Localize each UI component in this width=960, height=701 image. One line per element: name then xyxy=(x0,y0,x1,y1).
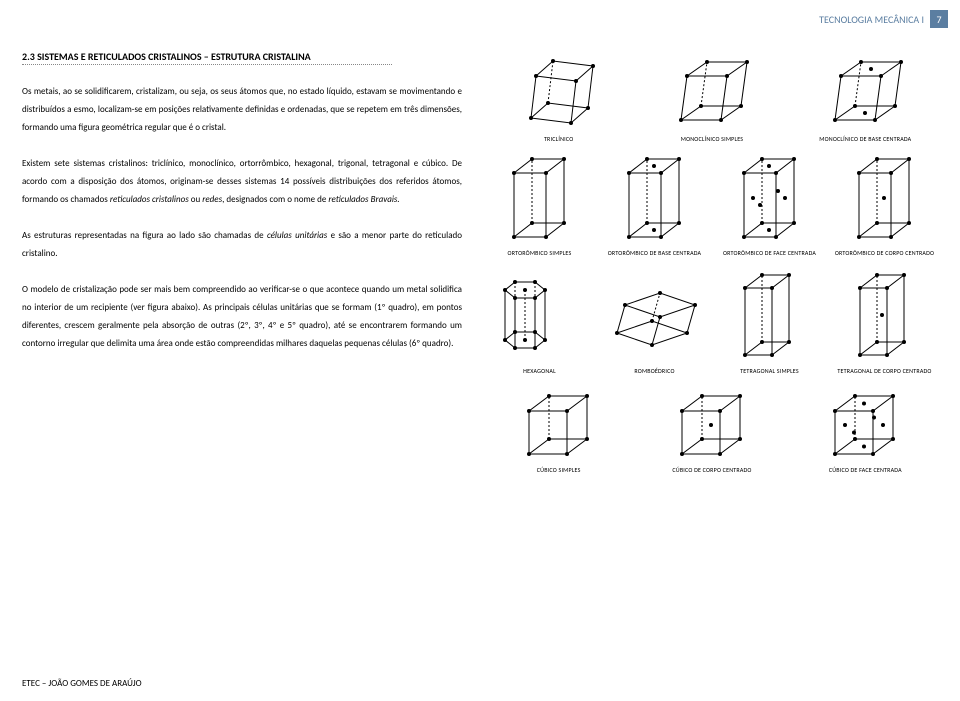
label-monoclinic-base: MONOCLÍNICO DE BASE CENTRADA xyxy=(819,136,911,143)
paragraph-4: O modelo de cristalização pode ser mais … xyxy=(22,281,462,353)
fig-cubic-simple: CÚBICO SIMPLES xyxy=(482,389,635,474)
p2-e: , designados com o nome de xyxy=(222,194,328,205)
label-ortho-face: ORTORÔMBICO DE FACE CENTRADA xyxy=(723,250,816,257)
p2-d: redes xyxy=(202,194,222,205)
paragraph-1: Os metais, ao se solidificarem, cristali… xyxy=(22,83,462,137)
label-ortho-simple: ORTORÔMBICO SIMPLES xyxy=(508,250,572,257)
header-title: TECNOLOGIA MECÂNICA I xyxy=(819,13,924,26)
label-ortho-base: ORTORÔMBICO DE BASE CENTRADA xyxy=(608,250,701,257)
p2-f: reticulados Bravais. xyxy=(328,194,399,205)
p3-a: As estruturas representadas na figura ao… xyxy=(22,230,267,241)
fig-ortho-body: ORTORÔMBICO DE CORPO CENTRADO xyxy=(827,157,942,257)
label-monoclinic-simple: MONOCLÍNICO SIMPLES xyxy=(681,136,744,143)
label-cubic-simple: CÚBICO SIMPLES xyxy=(537,467,581,474)
p2-b: reticulados cristalinos xyxy=(110,194,189,205)
label-rhombohedral: ROMBOÉDRICO xyxy=(634,368,674,375)
fig-triclinic: TRICLÍNICO xyxy=(482,58,635,143)
figure-row-2: ORTORÔMBICO SIMPLES ORTORÔMBICO DE BASE … xyxy=(482,157,942,257)
figure-row-3: HEXAGONAL ROMBOÉDRICO xyxy=(482,270,942,375)
p2-c: ou xyxy=(189,194,203,205)
paragraph-3: As estruturas representadas na figura ao… xyxy=(22,227,462,263)
fig-monoclinic-simple: MONOCLÍNICO SIMPLES xyxy=(635,58,788,143)
p4-text: O modelo de cristalização pode ser mais … xyxy=(22,284,462,349)
page-footer: ETEC – JOÃO GOMES DE ARAÚJO xyxy=(22,678,142,689)
fig-ortho-face: ORTORÔMBICO DE FACE CENTRADA xyxy=(712,157,827,257)
label-ortho-body: ORTORÔMBICO DE CORPO CENTRADO xyxy=(835,250,934,257)
label-triclinic: TRICLÍNICO xyxy=(544,136,573,143)
fig-monoclinic-base: MONOCLÍNICO DE BASE CENTRADA xyxy=(789,58,942,143)
figure-row-4: CÚBICO SIMPLES CÚBICO DE CORPO CENTRADO xyxy=(482,389,942,474)
page-header: TECNOLOGIA MECÂNICA I 7 xyxy=(819,10,948,28)
paragraph-2: Existem sete sistemas cristalinos: tricl… xyxy=(22,155,462,209)
divider xyxy=(22,64,392,65)
label-cubic-body: CÚBICO DE CORPO CENTRADO xyxy=(672,467,751,474)
figure-column: TRICLÍNICO MONOCLÍNICO SIMPLES xyxy=(482,58,942,473)
fig-ortho-base: ORTORÔMBICO DE BASE CENTRADA xyxy=(597,157,712,257)
p3-b: células unitárias xyxy=(267,230,327,241)
label-tetragonal-simple: TETRAGONAL SIMPLES xyxy=(740,368,799,375)
label-cubic-face: CÚBICO DE FACE CENTRADA xyxy=(829,467,902,474)
fig-cubic-body: CÚBICO DE CORPO CENTRADO xyxy=(635,389,788,474)
fig-ortho-simple: ORTORÔMBICO SIMPLES xyxy=(482,157,597,257)
label-tetragonal-body: TETRAGONAL DE CORPO CENTRADO xyxy=(837,368,931,375)
fig-tetragonal-body: TETRAGONAL DE CORPO CENTRADO xyxy=(827,270,942,375)
fig-cubic-face: CÚBICO DE FACE CENTRADA xyxy=(789,389,942,474)
p1-text: Os metais, ao se solidificarem, cristali… xyxy=(22,86,462,133)
page-number: 7 xyxy=(930,10,948,28)
fig-tetragonal-simple: TETRAGONAL SIMPLES xyxy=(712,270,827,375)
section-heading: 2.3 SISTEMAS E RETICULADOS CRISTALINOS –… xyxy=(22,50,462,63)
fig-hexagonal: HEXAGONAL xyxy=(482,270,597,375)
text-column: 2.3 SISTEMAS E RETICULADOS CRISTALINOS –… xyxy=(22,50,462,371)
fig-rhombohedral: ROMBOÉDRICO xyxy=(597,285,712,375)
label-hexagonal: HEXAGONAL xyxy=(523,368,556,375)
figure-row-1: TRICLÍNICO MONOCLÍNICO SIMPLES xyxy=(482,58,942,143)
